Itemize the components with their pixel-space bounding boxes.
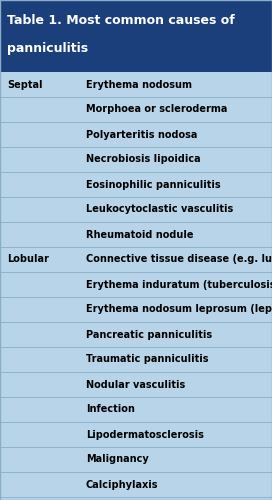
Text: Septal: Septal xyxy=(7,80,42,90)
Bar xyxy=(0,447,272,472)
Bar xyxy=(0,347,272,372)
Bar xyxy=(0,272,272,297)
Text: Leukocytoclastic vasculitis: Leukocytoclastic vasculitis xyxy=(86,204,233,214)
Bar xyxy=(0,247,272,272)
Text: Erythema nodosum: Erythema nodosum xyxy=(86,80,192,90)
Text: Polyarteritis nodosa: Polyarteritis nodosa xyxy=(86,130,197,140)
Text: Eosinophilic panniculitis: Eosinophilic panniculitis xyxy=(86,180,220,190)
Bar xyxy=(0,322,272,347)
Bar xyxy=(0,97,272,122)
Text: Nodular vasculitis: Nodular vasculitis xyxy=(86,380,185,390)
Text: Malignancy: Malignancy xyxy=(86,454,149,464)
Bar xyxy=(0,222,272,247)
Text: Morphoea or scleroderma: Morphoea or scleroderma xyxy=(86,104,227,115)
Bar xyxy=(0,397,272,422)
Text: Erythema nodosum leprosum (leprosy): Erythema nodosum leprosum (leprosy) xyxy=(86,304,272,314)
Bar xyxy=(0,72,272,97)
Text: Table 1. Most common causes of: Table 1. Most common causes of xyxy=(7,14,234,26)
Text: panniculitis: panniculitis xyxy=(7,42,88,56)
Bar xyxy=(0,197,272,222)
Bar xyxy=(0,122,272,147)
Text: Traumatic panniculitis: Traumatic panniculitis xyxy=(86,354,208,364)
Text: Erythema induratum (tuberculosis): Erythema induratum (tuberculosis) xyxy=(86,280,272,289)
Text: Connective tissue disease (e.g. lupus): Connective tissue disease (e.g. lupus) xyxy=(86,254,272,264)
Bar xyxy=(0,372,272,397)
Text: Lobular: Lobular xyxy=(7,254,49,264)
Bar xyxy=(0,472,272,497)
Text: Necrobiosis lipoidica: Necrobiosis lipoidica xyxy=(86,154,200,164)
Bar xyxy=(0,297,272,322)
Text: Infection: Infection xyxy=(86,404,135,414)
Text: Rheumatoid nodule: Rheumatoid nodule xyxy=(86,230,193,239)
Bar xyxy=(0,172,272,197)
Text: Lipodermatosclerosis: Lipodermatosclerosis xyxy=(86,430,203,440)
Bar xyxy=(0,0,272,72)
Text: Pancreatic panniculitis: Pancreatic panniculitis xyxy=(86,330,212,340)
Bar xyxy=(0,147,272,172)
Text: Calciphylaxis: Calciphylaxis xyxy=(86,480,158,490)
Bar xyxy=(0,422,272,447)
